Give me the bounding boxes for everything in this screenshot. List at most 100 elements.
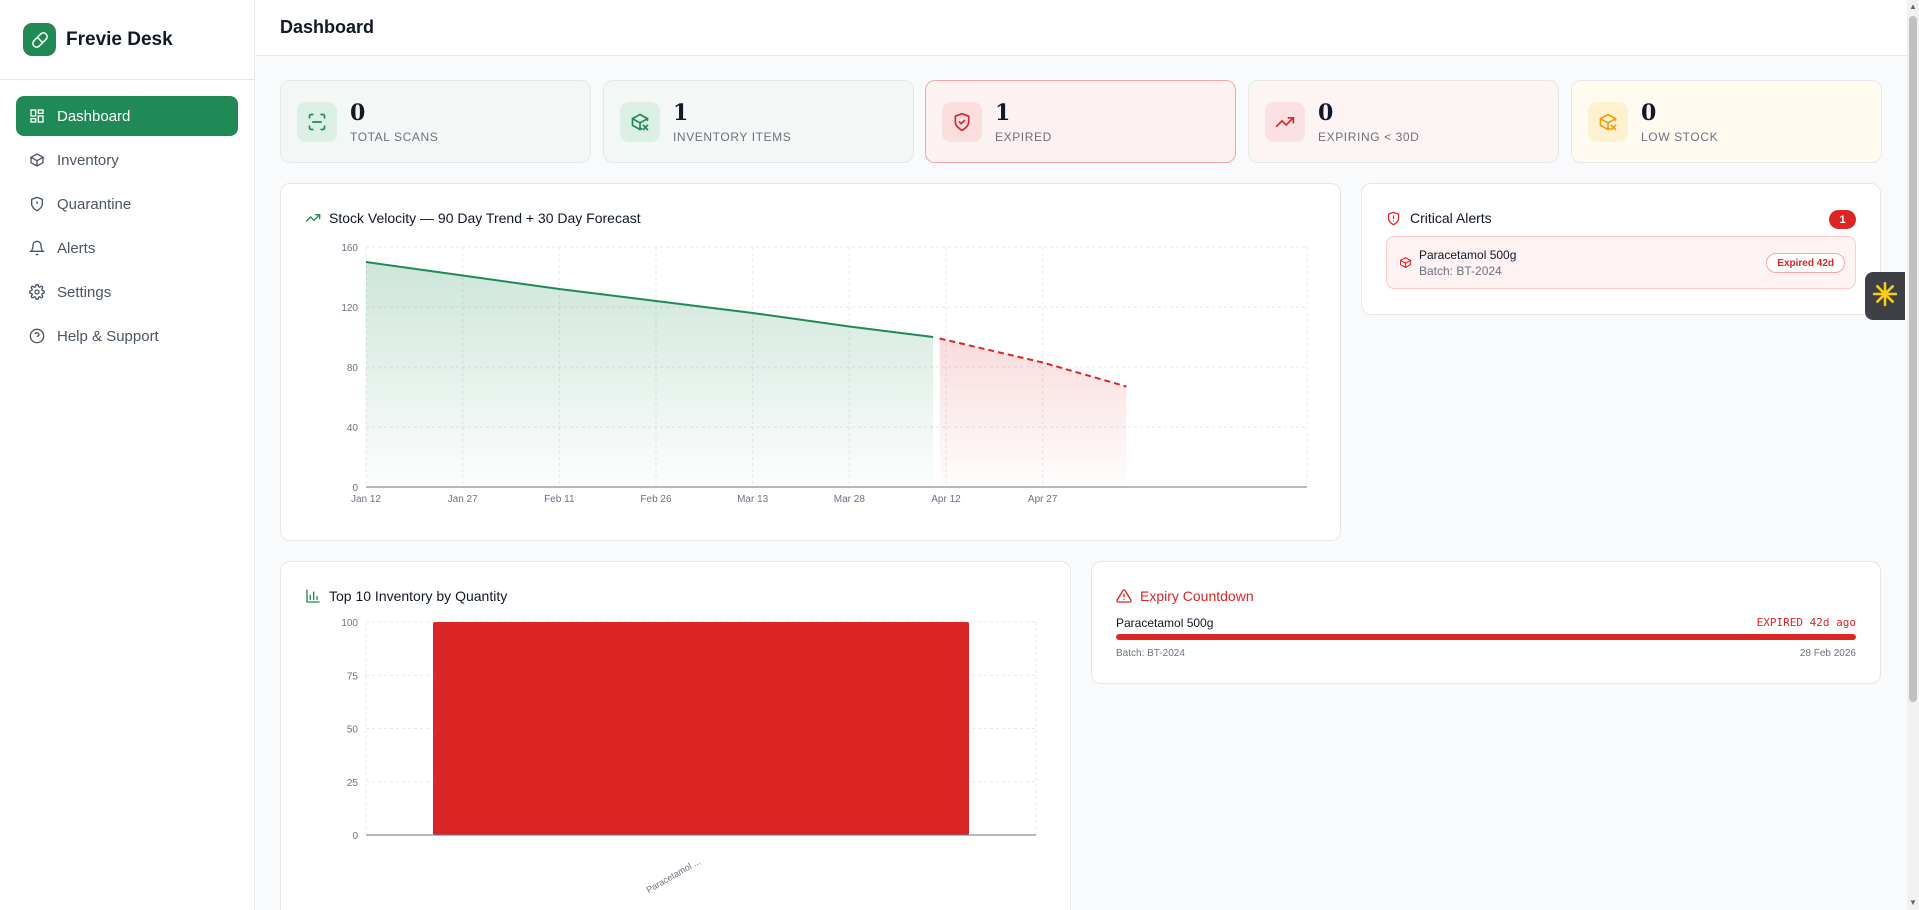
x-tick-label: Jan 27 <box>448 494 478 505</box>
expiry-item-date: 28 Feb 2026 <box>1799 648 1856 659</box>
gear-icon <box>29 284 45 300</box>
alert-count-badge: 1 <box>1829 210 1856 229</box>
sidebar-item-quarantine[interactable]: Quarantine <box>16 184 238 224</box>
stock-velocity-card: Stock Velocity — 90 Day Trend + 30 Day F… <box>280 183 1341 541</box>
expiry-item-status: EXPIRED 42d ago <box>1756 616 1856 629</box>
stat-value: 1 <box>673 99 689 126</box>
package-x-icon <box>1588 101 1628 142</box>
x-tick-label: Jan 12 <box>351 494 381 505</box>
card-title-text: Critical Alerts <box>1410 210 1492 226</box>
series-area-2 <box>939 338 1127 487</box>
bell-icon <box>29 240 45 256</box>
stat-label: EXPIRING < 30D <box>1318 129 1420 144</box>
pill-icon <box>23 23 56 56</box>
package-icon <box>1399 256 1412 274</box>
scroll-down-arrow-icon[interactable]: ▼ <box>1909 898 1917 907</box>
card-title-text: Expiry Countdown <box>1140 588 1254 604</box>
y-tick-label: 0 <box>352 483 358 494</box>
warning-icon <box>1116 588 1132 604</box>
stat-value: 0 <box>350 99 366 126</box>
y-tick-label: 75 <box>347 671 359 682</box>
sparkle-icon <box>1872 281 1898 312</box>
bar-chart-icon <box>305 588 321 604</box>
help-icon <box>29 328 45 344</box>
stat-card-expiring[interactable]: 0 EXPIRING < 30D <box>1248 80 1559 163</box>
sidebar-item-help[interactable]: Help & Support <box>16 316 238 356</box>
top-inventory-title: Top 10 Inventory by Quantity <box>305 588 507 604</box>
series-line-1 <box>365 261 934 338</box>
stat-label: EXPIRED <box>995 129 1052 144</box>
box-icon <box>29 152 45 168</box>
x-tick-label: Apr 12 <box>931 494 961 505</box>
expiry-item-batch: Batch: BT-2024 <box>1116 648 1185 659</box>
topbar: Dashboard <box>256 0 1919 56</box>
stat-card-expired[interactable]: 1 EXPIRED <box>925 80 1236 163</box>
expiry-countdown-card: Expiry Countdown Paracetamol 500g EXPIRE… <box>1091 561 1881 684</box>
expiry-item-name: Paracetamol 500g <box>1116 616 1214 630</box>
stat-card-low-stock[interactable]: 0 LOW STOCK <box>1571 80 1882 163</box>
sidebar: Frevie Desk Dashboard Inventory Quaranti… <box>0 0 255 910</box>
y-tick-label: 100 <box>341 618 358 629</box>
y-tick-label: 0 <box>352 831 358 842</box>
stat-label: INVENTORY ITEMS <box>673 129 792 144</box>
page-title: Dashboard <box>280 17 375 37</box>
x-tick-label: Apr 27 <box>1028 494 1058 505</box>
sidebar-item-dashboard[interactable]: Dashboard <box>16 96 238 136</box>
top-inventory-card: Top 10 Inventory by Quantity 0 25 50 75 100 P… <box>280 561 1071 910</box>
sidebar-item-inventory[interactable]: Inventory <box>16 140 238 180</box>
chart-title: Top 10 Inventory by Quantity <box>329 588 508 604</box>
stat-card-total-scans[interactable]: 0 TOTAL SCANS <box>280 80 591 163</box>
chart-title: Stock Velocity — 90 Day Trend + 30 Day F… <box>329 210 641 226</box>
assistant-widget-button[interactable] <box>1865 272 1905 320</box>
shield-x-icon <box>942 101 982 142</box>
expiry-countdown-title: Expiry Countdown <box>1116 588 1254 604</box>
x-tick-label: Mar 28 <box>834 494 866 505</box>
stat-value: 0 <box>1641 99 1657 126</box>
y-tick-label: 40 <box>347 423 359 434</box>
stock-velocity-title: Stock Velocity — 90 Day Trend + 30 Day F… <box>305 210 641 226</box>
y-tick-label: 160 <box>341 243 358 254</box>
top-inventory-chart: 0 25 50 75 100 Paracetamol ... <box>341 618 1037 895</box>
sidebar-item-settings[interactable]: Settings <box>16 272 238 312</box>
y-tick-label: 50 <box>347 725 359 736</box>
stat-value: 1 <box>995 99 1011 126</box>
series-area-1 <box>366 262 934 487</box>
sidebar-item-alerts[interactable]: Alerts <box>16 228 238 268</box>
shield-icon <box>29 196 45 212</box>
package-x-icon <box>620 101 660 142</box>
sidebar-nav: Dashboard Inventory Quarantine Alerts Se… <box>0 80 254 376</box>
sidebar-item-label: Inventory <box>57 151 119 169</box>
expiry-progress-bar <box>1116 634 1856 640</box>
expiry-progress-fill <box>1116 634 1856 640</box>
page-scrollbar[interactable]: ▲ ▼ <box>1907 0 1919 910</box>
stat-label: TOTAL SCANS <box>350 129 439 144</box>
critical-alerts-card: Critical Alerts 1 Paracetamol 500g Batch… <box>1361 183 1881 315</box>
stock-velocity-chart: 0 40 80 120 160 Jan 12 Jan 27 Feb 11 Feb 26 Mar 1… <box>341 243 1308 505</box>
series-line-2 <box>939 337 1127 388</box>
scrollbar-thumb[interactable] <box>1909 16 1917 702</box>
scroll-up-arrow-icon[interactable]: ▲ <box>1909 2 1917 11</box>
trending-up-icon <box>305 210 321 226</box>
bar <box>433 622 969 835</box>
alert-item[interactable]: Paracetamol 500g Batch: BT-2024 Expired … <box>1386 236 1856 289</box>
alert-item-batch: Batch: BT-2024 <box>1419 264 1502 278</box>
sidebar-item-label: Settings <box>57 283 112 301</box>
sidebar-item-label: Quarantine <box>57 195 132 213</box>
app-name: Frevie Desk <box>66 28 173 50</box>
sidebar-item-label: Dashboard <box>57 107 131 125</box>
alert-item-name: Paracetamol 500g <box>1419 248 1517 262</box>
expired-status-badge: Expired 42d <box>1766 253 1845 273</box>
trending-up-icon <box>1265 101 1305 142</box>
x-tick-label: Feb 26 <box>640 494 672 505</box>
x-tick-label: Feb 11 <box>544 494 575 505</box>
scan-icon <box>297 101 337 142</box>
x-tick-label: Paracetamol ... <box>645 856 702 895</box>
brand[interactable]: Frevie Desk <box>0 0 254 80</box>
y-tick-label: 25 <box>347 778 359 789</box>
grid-icon <box>29 108 45 124</box>
x-tick-label: Mar 13 <box>737 494 769 505</box>
sidebar-item-label: Help & Support <box>57 327 159 345</box>
stat-card-inventory-items[interactable]: 1 INVENTORY ITEMS <box>603 80 914 163</box>
shield-alert-icon <box>1386 210 1402 226</box>
sidebar-item-label: Alerts <box>57 239 96 257</box>
